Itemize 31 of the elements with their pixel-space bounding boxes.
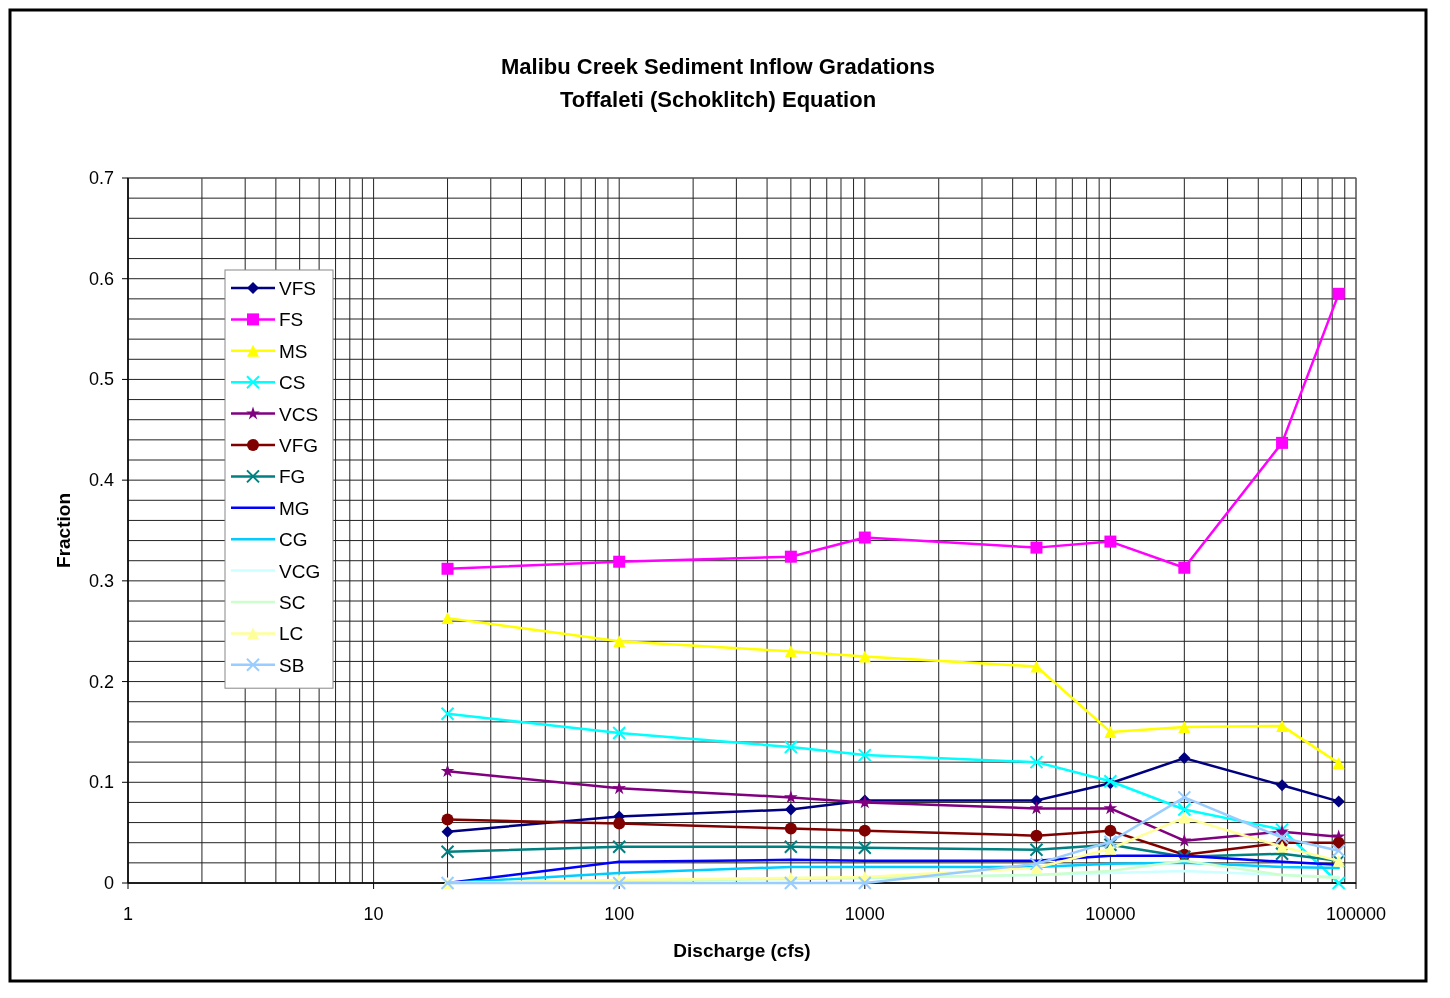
legend-label: MG	[279, 497, 310, 519]
legend-label: FG	[279, 466, 306, 488]
x-tick-label: 100	[604, 904, 635, 924]
legend-label: CG	[279, 529, 308, 551]
legend-label: LC	[279, 623, 304, 645]
legend-label: VFG	[279, 435, 319, 456]
x-tick-label: 1	[122, 904, 134, 924]
legend-label: VCG	[279, 560, 321, 582]
legend-label: SB	[279, 654, 305, 676]
y-tick-label: 0.4	[88, 470, 114, 491]
x-tick-label: 10	[363, 904, 384, 924]
y-axis-title: Fraction	[53, 493, 74, 568]
legend-label: CS	[279, 372, 306, 394]
y-tick-label: 0.1	[88, 772, 114, 793]
x-tick-label: 1000	[844, 904, 885, 924]
y-tick-label: 0	[103, 873, 114, 893]
y-tick-label: 0.5	[88, 369, 114, 390]
legend-label: FS	[279, 309, 304, 331]
chart-title: Malibu Creek Sediment Inflow Gradations	[501, 54, 935, 79]
x-tick-label: 10000	[1085, 904, 1136, 924]
y-tick-label: 0.3	[88, 570, 114, 591]
x-axis-title: Discharge (cfs)	[673, 940, 811, 961]
legend-label: VFS	[279, 278, 316, 299]
y-tick-label: 0.7	[88, 168, 114, 188]
legend-label: MS	[279, 340, 308, 362]
legend-label: VCS	[279, 403, 319, 425]
chart-subtitle: Toffaleti (Schoklitch) Equation	[559, 87, 877, 112]
legend-label: SC	[279, 592, 306, 613]
x-tick-label: 100000	[1325, 904, 1387, 924]
y-tick-label: 0.2	[88, 671, 114, 692]
y-tick-label: 0.6	[88, 268, 114, 289]
